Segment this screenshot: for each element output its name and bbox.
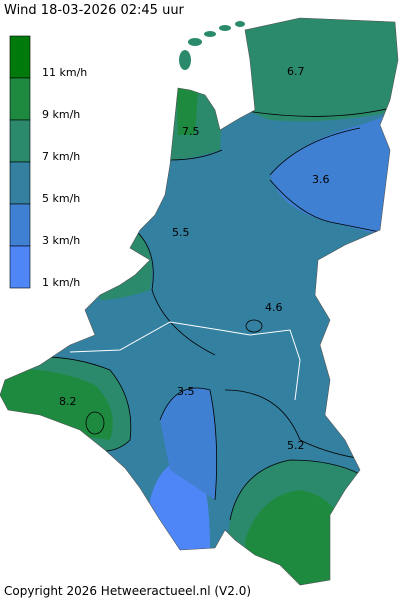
legend-swatch [9, 161, 31, 205]
contour-label: 5.2 [287, 439, 305, 452]
legend-label: 7 km/h [42, 150, 80, 163]
legend-label: 1 km/h [42, 276, 80, 289]
contour-label: 3.6 [312, 173, 330, 186]
contour-label: 8.2 [59, 395, 77, 408]
contour-label: 7.5 [182, 125, 200, 138]
legend: 11 km/h 9 km/h 7 km/h 5 km/h 3 km/h 1 km/h [9, 35, 87, 289]
legend-swatch [9, 119, 31, 163]
legend-swatch [9, 35, 31, 79]
islands [179, 21, 245, 70]
legend-swatch [9, 203, 31, 247]
legend-label: 3 km/h [42, 234, 80, 247]
legend-label: 11 km/h [42, 66, 87, 79]
contour-label: 6.7 [287, 65, 305, 78]
legend-swatch [9, 245, 31, 289]
map-title: Wind 18-03-2026 02:45 uur [4, 3, 185, 18]
legend-label: 5 km/h [42, 192, 80, 205]
copyright: Copyright 2026 Hetweeractueel.nl (V2.0) [4, 584, 251, 598]
contour-label: 3.5 [177, 385, 195, 398]
contour-label: 4.6 [265, 301, 283, 314]
legend-swatch [9, 77, 31, 121]
contour-label: 5.5 [172, 226, 190, 239]
legend-label: 9 km/h [42, 108, 80, 121]
